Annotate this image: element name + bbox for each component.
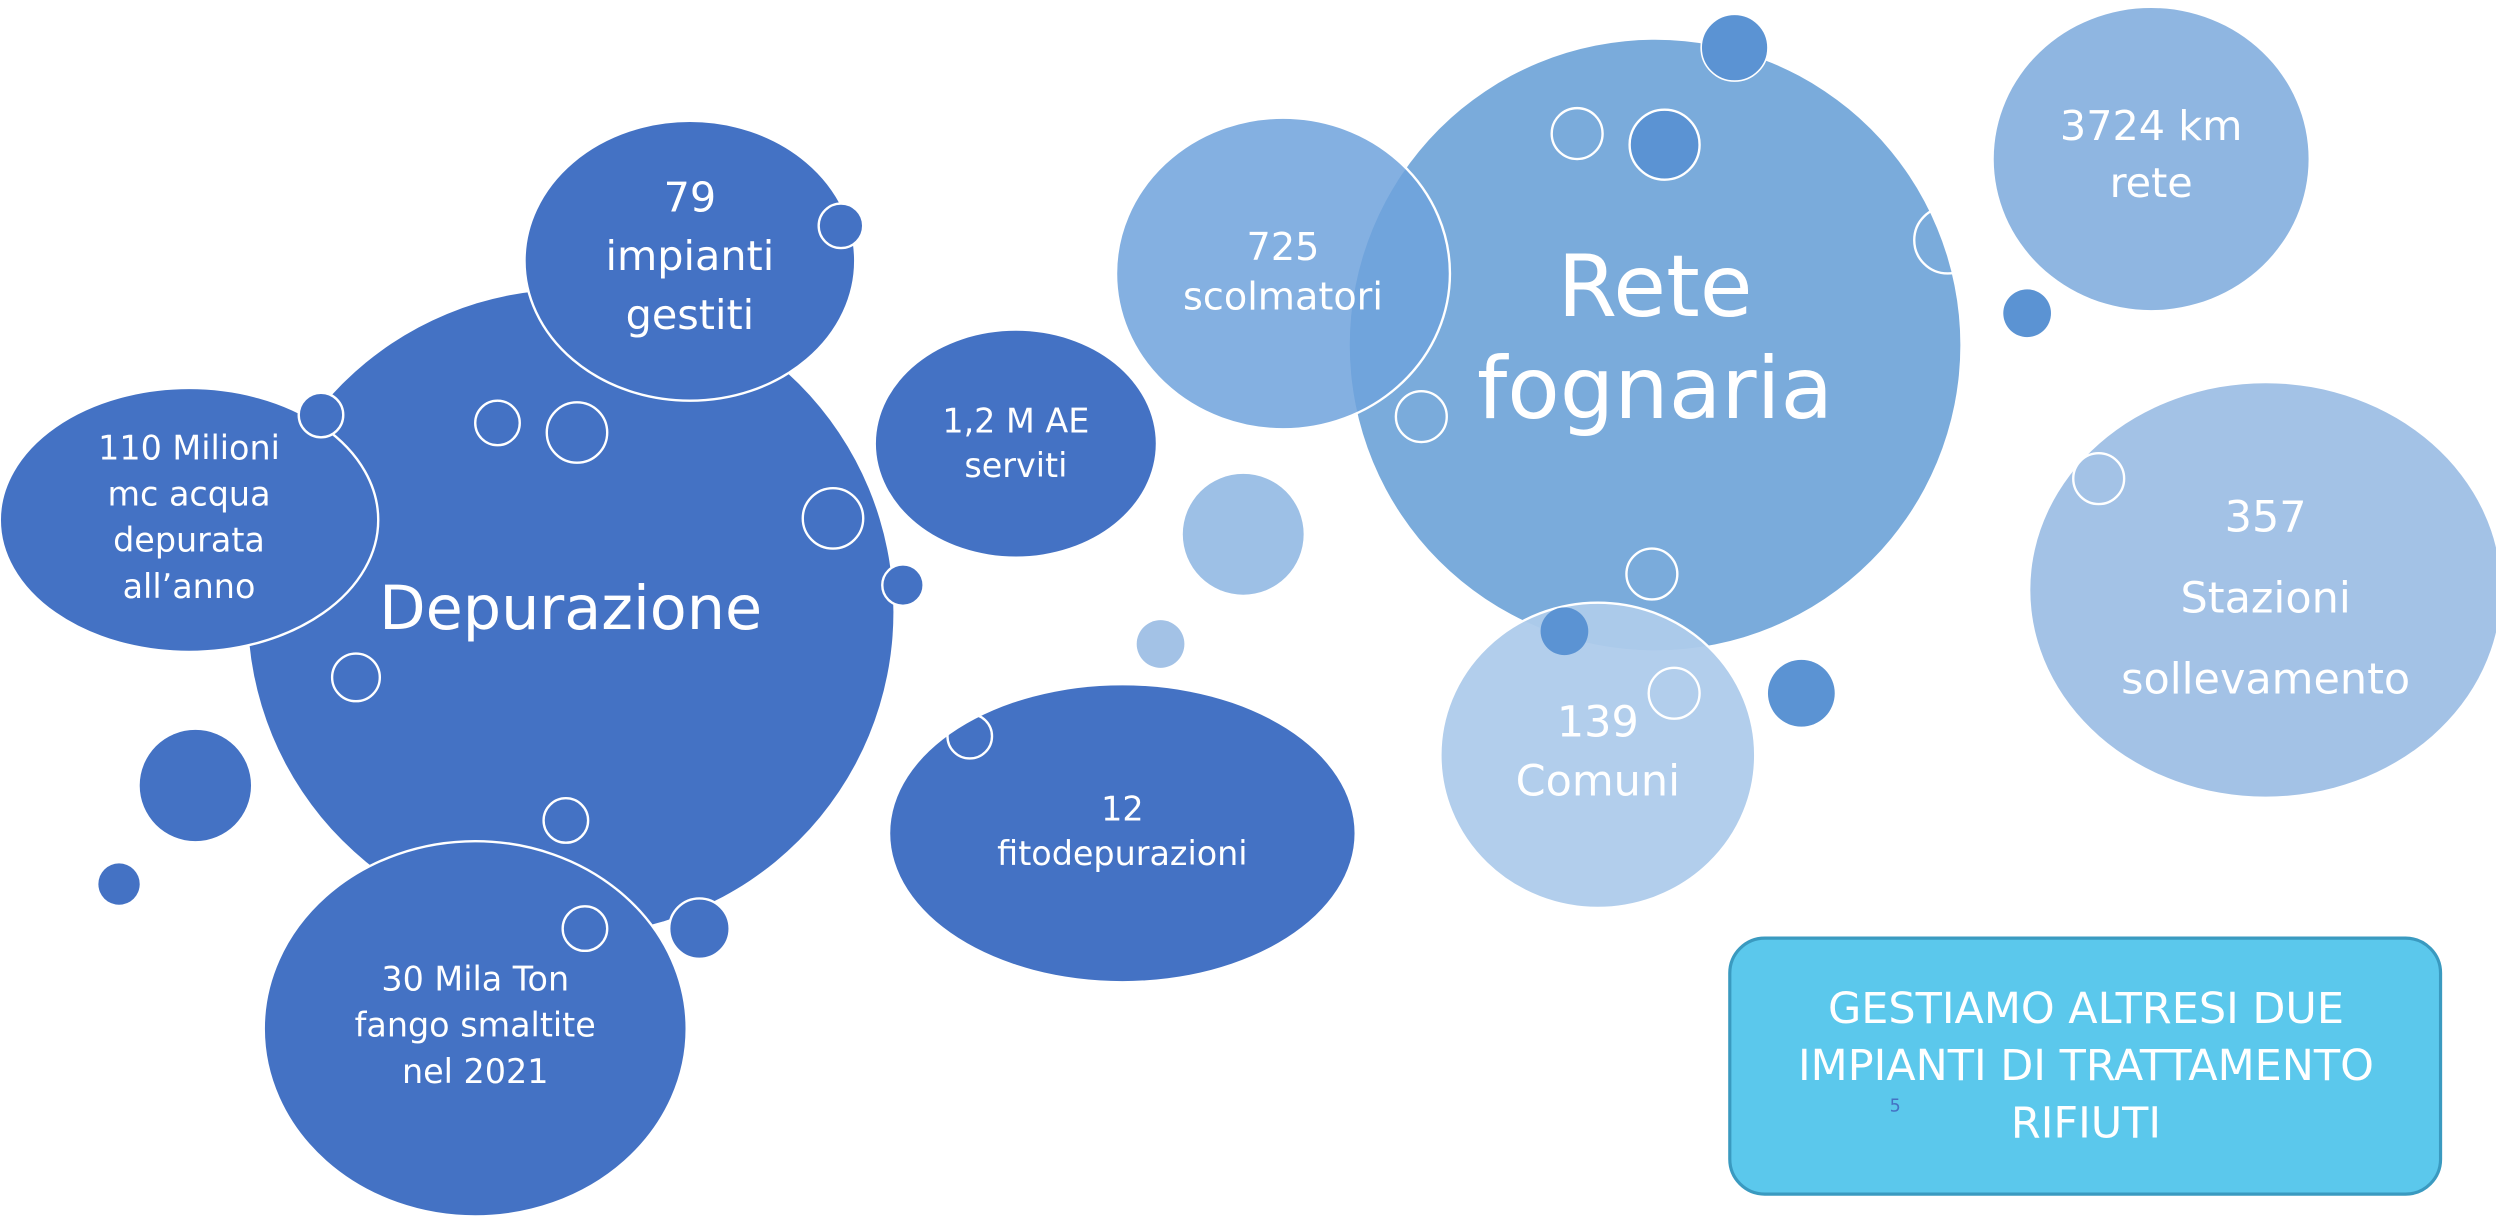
ring	[1647, 666, 1701, 720]
bubble-label: fognaria	[1477, 339, 1833, 439]
callout-text: RIFIUTI	[2011, 1098, 2161, 1148]
bubble-label: sollevamento	[2121, 655, 2410, 705]
dot	[98, 863, 140, 905]
bubble-label: depurata	[113, 521, 265, 560]
bubbles	[0, 7, 2496, 1218]
bubble-label: 725	[1247, 225, 1320, 269]
dot	[139, 729, 252, 842]
ring	[1625, 547, 1679, 601]
bubble	[247, 289, 894, 935]
ring	[330, 652, 382, 703]
bubble-label: 110 Milioni	[98, 428, 280, 467]
dot	[668, 897, 731, 961]
bubble-label: Stazioni	[2181, 574, 2351, 624]
ring	[1913, 205, 1983, 275]
ring	[946, 712, 994, 760]
ring	[1628, 108, 1701, 181]
dot	[817, 202, 865, 250]
dot	[1540, 607, 1589, 656]
bubble-label: serviti	[964, 446, 1067, 485]
bubble	[1114, 116, 1452, 431]
bubble	[262, 839, 688, 1218]
bubble	[2030, 383, 2496, 797]
bubble-label: scolmatori	[1183, 274, 1383, 318]
bubble-label: 357	[2225, 492, 2307, 542]
dot	[881, 563, 925, 608]
bubble	[890, 685, 1355, 982]
bubble-label: 79	[664, 173, 717, 221]
bubble-label: gestiti	[626, 291, 755, 339]
bubble-label: mc acqua	[107, 475, 270, 514]
ring	[801, 486, 865, 550]
bubble-label: rete	[2110, 159, 2193, 207]
ring	[2072, 451, 2126, 506]
dot	[1136, 620, 1185, 668]
bubble	[523, 119, 857, 402]
dot	[1182, 473, 1304, 595]
bubble-label: impianti	[606, 232, 775, 280]
bubble	[1993, 7, 2309, 311]
callout-text: GESTIAMO ALTRESI DUE	[1828, 984, 2344, 1034]
dot	[1767, 659, 1835, 727]
bubble-label: Comuni	[1516, 756, 1680, 806]
dot	[1700, 13, 1769, 82]
bubble-label: 12	[1101, 789, 1143, 828]
bubble-label: all’anno	[123, 567, 256, 606]
ring	[1394, 389, 1448, 444]
page-number: 5	[1890, 1097, 1901, 1117]
ring	[474, 399, 521, 447]
bubble-label: 1,2 M AE	[942, 401, 1089, 440]
bubble-label: Depurazione	[379, 574, 762, 644]
bubble-label: 30 Mila Ton	[381, 960, 569, 999]
bubble-label: fango smaltite	[355, 1006, 596, 1045]
bubble	[1439, 601, 1757, 910]
bubble-label: 3724 km	[2060, 102, 2243, 150]
ring	[542, 797, 590, 844]
bubble-label: nel 2021	[402, 1052, 549, 1091]
bubble	[875, 330, 1156, 557]
bubble-label: fitodepurazioni	[997, 834, 1247, 873]
bubble-label: Rete	[1557, 237, 1752, 337]
bubble-label: 139	[1557, 698, 1639, 748]
bubble	[0, 386, 380, 654]
ring	[561, 905, 609, 953]
ring	[1550, 106, 1604, 161]
ring	[545, 401, 609, 464]
dot	[297, 391, 345, 439]
callout-box	[1728, 936, 2443, 1196]
bubble	[1349, 39, 1961, 651]
dot	[2003, 289, 2051, 338]
callout-text: IMPIANTI DI TRATTAMENTO	[1798, 1041, 2374, 1091]
